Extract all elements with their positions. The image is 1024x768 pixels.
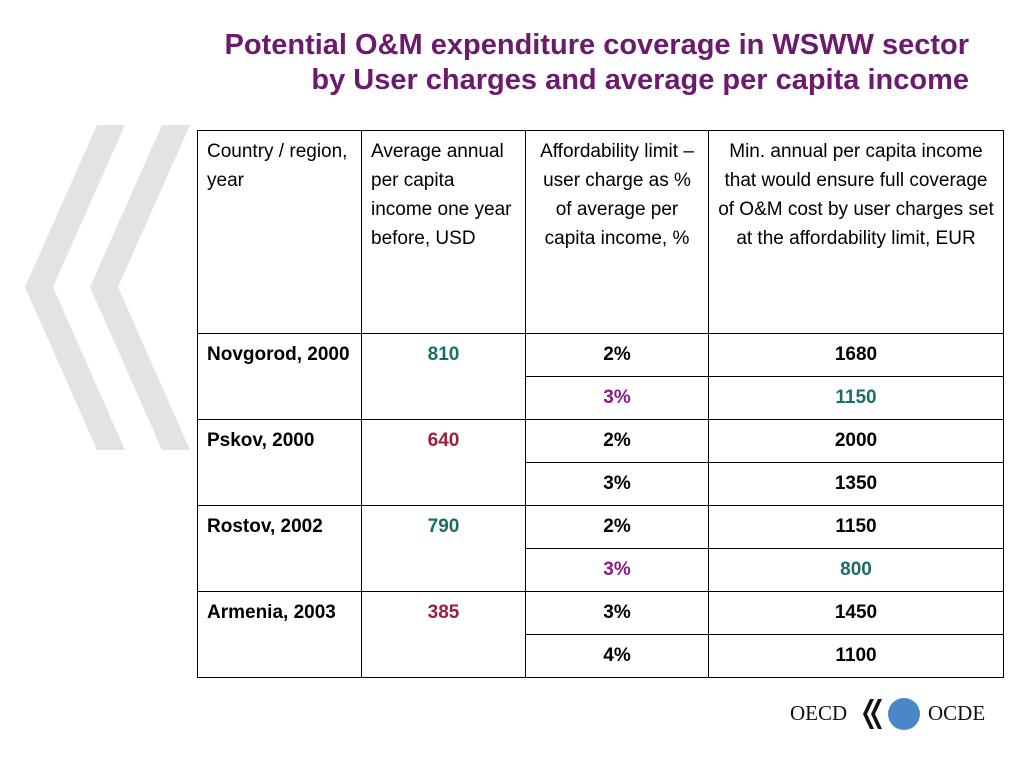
cell-country: Novgorod, 2000 xyxy=(197,333,362,420)
cell-min-income: 1680 xyxy=(708,333,1004,377)
cell-limit: 3% xyxy=(525,548,709,592)
coverage-table: Country / region, year Average annual pe… xyxy=(197,130,1004,678)
large-double-chevron-icon xyxy=(25,125,190,450)
cell-country: Pskov, 2000 xyxy=(197,419,362,506)
cell-income: 385 xyxy=(361,591,526,678)
slide-title-line-1: Potential O&M expenditure coverage in WS… xyxy=(224,29,969,61)
table-row: 3% 1150 xyxy=(198,376,1004,420)
logo-chevron-right xyxy=(871,699,882,729)
left-chevron-shape xyxy=(25,125,125,450)
cell-min-income: 1150 xyxy=(708,505,1004,549)
cell-limit: 2% xyxy=(525,505,709,549)
cell-min-income: 2000 xyxy=(708,419,1004,463)
cell-income: 640 xyxy=(361,419,526,506)
cell-min-income: 1150 xyxy=(708,376,1004,420)
cell-min-income: 1350 xyxy=(708,462,1004,506)
oecd-chevrons-globe-icon xyxy=(863,698,920,730)
cell-income: 810 xyxy=(361,333,526,420)
header-income: Average annual per capita income one yea… xyxy=(361,130,526,334)
oecd-logo: OECD OCDE xyxy=(790,693,995,735)
header-min-income: Min. annual per capita income that would… xyxy=(708,130,1004,334)
cell-min-income: 1100 xyxy=(708,634,1004,678)
table-row: Novgorod, 2000 810 2% 1680 xyxy=(197,333,1004,420)
cell-min-income: 800 xyxy=(708,548,1004,592)
right-chevron-shape xyxy=(90,125,190,450)
logo-globe-circle xyxy=(888,698,920,730)
table-body: Novgorod, 2000 810 2% 1680 3% 1150 Pskov, 2000… xyxy=(197,333,1004,678)
header-country: Country / region, year xyxy=(197,130,362,334)
table-row: 3% 800 xyxy=(198,548,1004,592)
slide-title: Potential O&M expenditure coverage in WS… xyxy=(60,28,969,98)
table-row: Armenia, 2003 385 3% 1450 xyxy=(197,591,1004,678)
table-row: Pskov, 2000 640 2% 2000 xyxy=(197,419,1004,506)
table-row: 4% 1100 xyxy=(198,634,1004,678)
table-row: Rostov, 2002 790 2% 1150 xyxy=(197,505,1004,592)
cell-limit: 2% xyxy=(525,419,709,463)
logo-chevron-left xyxy=(863,699,874,729)
cell-limit: 3% xyxy=(525,462,709,506)
cell-income: 790 xyxy=(361,505,526,592)
cell-limit: 2% xyxy=(525,333,709,377)
logo-text-oecd: OECD xyxy=(790,701,848,725)
slide-title-line-2: by User charges and average per capita i… xyxy=(311,64,969,96)
cell-limit: 3% xyxy=(525,591,709,635)
cell-min-income: 1450 xyxy=(708,591,1004,635)
logo-text-ocde: OCDE xyxy=(928,701,986,725)
header-limit: Affordability limit – user charge as % o… xyxy=(525,130,709,334)
cell-limit: 4% xyxy=(525,634,709,678)
cell-country: Armenia, 2003 xyxy=(197,591,362,678)
table-header: Country / region, year Average annual pe… xyxy=(197,130,1004,334)
cell-limit: 3% xyxy=(525,376,709,420)
header-row: Country / region, year Average annual pe… xyxy=(197,130,1004,334)
cell-country: Rostov, 2002 xyxy=(197,505,362,592)
